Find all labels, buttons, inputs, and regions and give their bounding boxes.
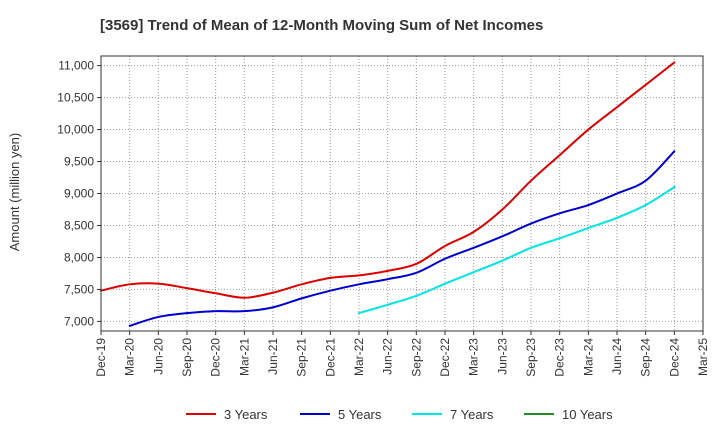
x-tick-label: Dec-23 [553, 338, 567, 377]
x-tick-label: Sep-20 [180, 338, 194, 377]
legend-label: 7 Years [450, 407, 494, 422]
y-axis-label: Amount (million yen) [7, 133, 22, 252]
legend-label: 5 Years [338, 407, 382, 422]
y-tick-label: 10,000 [57, 123, 94, 137]
legend-item-10-years: 10 Years [524, 407, 613, 422]
y-axis-ticks: 7,000 7,500 8,000 8,500 9,000 9,500 10,000 10,5… [57, 59, 101, 328]
x-tick-label: Jun-21 [266, 338, 280, 375]
legend-item-7-years: 7 Years [412, 407, 494, 422]
x-tick-label: Jun-22 [381, 338, 395, 375]
series-line-7-years [358, 186, 676, 315]
x-tick-label: Jun-23 [495, 338, 509, 375]
series-line-5-years [128, 150, 676, 327]
x-axis-ticks: Dec-19 Mar-20 Jun-20 Sep-20 Dec-20 Mar-21 Jun-… [94, 331, 710, 377]
x-tick-label: Mar-22 [352, 338, 366, 376]
y-tick-label: 8,500 [64, 218, 94, 232]
chart-title: [3569] Trend of Mean of 12-Month Moving … [100, 17, 543, 34]
x-tick-label: Jun-24 [610, 338, 624, 375]
x-tick-label: Dec-20 [209, 338, 223, 377]
y-tick-label: 9,000 [64, 187, 94, 201]
series-lines [100, 61, 676, 327]
x-tick-label: Mar-25 [696, 338, 710, 376]
x-tick-label: Sep-22 [409, 338, 423, 377]
legend-label: 10 Years [562, 407, 613, 422]
legend-label: 3 Years [224, 407, 268, 422]
legend: 3 Years 5 Years 7 Years 10 Years [186, 407, 613, 422]
x-tick-label: Sep-21 [295, 338, 309, 377]
x-tick-label: Dec-19 [94, 338, 108, 377]
x-tick-label: Sep-24 [639, 338, 653, 377]
y-tick-label: 8,000 [64, 250, 94, 264]
y-tick-label: 9,500 [64, 155, 94, 169]
series-line-3-years [100, 61, 676, 299]
x-tick-label: Dec-24 [667, 338, 681, 377]
y-tick-label: 7,500 [64, 282, 94, 296]
y-tick-label: 11,000 [58, 59, 94, 73]
x-tick-label: Jun-20 [151, 338, 165, 375]
y-tick-label: 10,500 [57, 91, 94, 105]
x-tick-label: Dec-22 [438, 338, 452, 377]
grid [101, 56, 703, 331]
x-tick-label: Mar-21 [237, 338, 251, 376]
y-tick-label: 7,000 [64, 314, 94, 328]
x-tick-label: Mar-24 [581, 338, 595, 376]
x-tick-label: Sep-23 [524, 338, 538, 377]
x-tick-label: Mar-23 [467, 338, 481, 376]
legend-item-3-years: 3 Years [186, 407, 268, 422]
legend-item-5-years: 5 Years [300, 407, 382, 422]
x-tick-label: Dec-21 [323, 338, 337, 377]
x-tick-label: Mar-20 [123, 338, 137, 376]
